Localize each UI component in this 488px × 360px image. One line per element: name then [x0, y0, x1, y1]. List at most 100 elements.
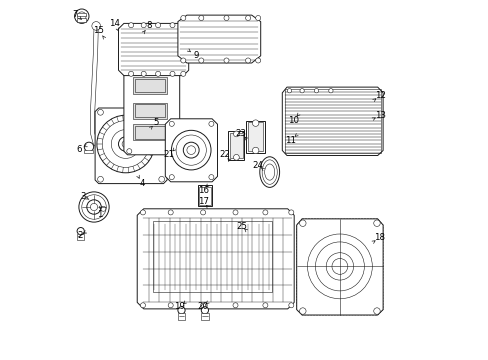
Bar: [134, 126, 165, 139]
Text: 20: 20: [197, 302, 208, 311]
Text: 7: 7: [72, 10, 78, 19]
Text: 25: 25: [236, 222, 246, 231]
Circle shape: [200, 210, 205, 215]
Circle shape: [252, 147, 258, 154]
Circle shape: [97, 115, 154, 173]
Circle shape: [169, 175, 174, 180]
Text: 23: 23: [235, 129, 246, 138]
Circle shape: [169, 121, 174, 126]
Circle shape: [299, 220, 305, 226]
Text: 2: 2: [77, 231, 82, 240]
Bar: [199, 187, 210, 205]
Circle shape: [159, 176, 164, 182]
Circle shape: [171, 67, 177, 72]
Text: 12: 12: [374, 91, 386, 100]
Circle shape: [288, 303, 293, 308]
Circle shape: [208, 175, 213, 180]
Circle shape: [314, 89, 318, 93]
Polygon shape: [282, 87, 382, 156]
Circle shape: [199, 15, 203, 21]
Text: 14: 14: [109, 19, 120, 28]
Circle shape: [168, 303, 173, 308]
Circle shape: [171, 130, 211, 170]
Bar: [247, 122, 263, 151]
Circle shape: [140, 303, 145, 308]
Circle shape: [287, 89, 291, 93]
Circle shape: [181, 15, 185, 21]
Circle shape: [95, 135, 102, 142]
Circle shape: [201, 307, 208, 314]
Circle shape: [263, 210, 267, 215]
Circle shape: [79, 192, 109, 222]
Polygon shape: [178, 15, 260, 63]
Text: 10: 10: [287, 116, 298, 125]
Circle shape: [299, 308, 305, 314]
Bar: [230, 133, 242, 158]
Circle shape: [224, 58, 228, 63]
Text: 3: 3: [81, 192, 86, 201]
Circle shape: [200, 303, 205, 308]
Text: 16: 16: [197, 186, 208, 195]
Circle shape: [84, 142, 94, 152]
Bar: [284, 89, 381, 153]
Circle shape: [224, 15, 228, 21]
Circle shape: [98, 109, 103, 115]
Bar: [134, 79, 165, 92]
Text: 15: 15: [93, 26, 104, 35]
Circle shape: [126, 149, 132, 154]
Polygon shape: [123, 65, 179, 155]
Bar: [77, 18, 86, 22]
Text: 6: 6: [76, 145, 81, 154]
Circle shape: [87, 200, 101, 214]
Bar: [84, 150, 93, 153]
Text: 24: 24: [252, 161, 263, 170]
Circle shape: [232, 210, 238, 215]
Circle shape: [75, 9, 89, 23]
Circle shape: [155, 23, 160, 28]
Polygon shape: [296, 219, 382, 315]
Circle shape: [98, 176, 103, 182]
Circle shape: [325, 253, 353, 280]
Text: 1: 1: [97, 210, 102, 219]
Circle shape: [128, 23, 133, 28]
Circle shape: [252, 120, 258, 126]
Circle shape: [178, 307, 185, 314]
Circle shape: [232, 303, 238, 308]
Circle shape: [181, 58, 185, 63]
Bar: [133, 103, 167, 119]
Circle shape: [118, 137, 133, 151]
Bar: [201, 313, 208, 320]
Bar: [133, 77, 167, 94]
Bar: [95, 142, 103, 147]
Circle shape: [170, 23, 175, 28]
Circle shape: [233, 154, 239, 160]
Bar: [228, 131, 244, 160]
Polygon shape: [137, 209, 294, 309]
Circle shape: [133, 106, 154, 128]
Circle shape: [373, 220, 380, 226]
Bar: [77, 13, 86, 16]
Circle shape: [255, 15, 260, 21]
Circle shape: [77, 228, 84, 235]
Circle shape: [141, 23, 146, 28]
Text: 9: 9: [193, 51, 198, 60]
Text: 4: 4: [139, 179, 144, 188]
Text: 21: 21: [163, 150, 174, 159]
Circle shape: [126, 67, 132, 72]
Circle shape: [245, 58, 250, 63]
Circle shape: [128, 71, 133, 76]
Bar: [178, 313, 185, 320]
Bar: [246, 121, 264, 153]
Circle shape: [155, 71, 160, 76]
Circle shape: [141, 71, 146, 76]
Text: 11: 11: [285, 136, 295, 145]
Polygon shape: [95, 108, 167, 184]
Circle shape: [183, 142, 199, 158]
Circle shape: [288, 210, 293, 215]
Circle shape: [245, 15, 250, 21]
Circle shape: [255, 58, 260, 63]
Circle shape: [208, 121, 213, 126]
Circle shape: [181, 71, 185, 76]
Bar: [152, 221, 271, 292]
Text: 18: 18: [374, 233, 385, 242]
